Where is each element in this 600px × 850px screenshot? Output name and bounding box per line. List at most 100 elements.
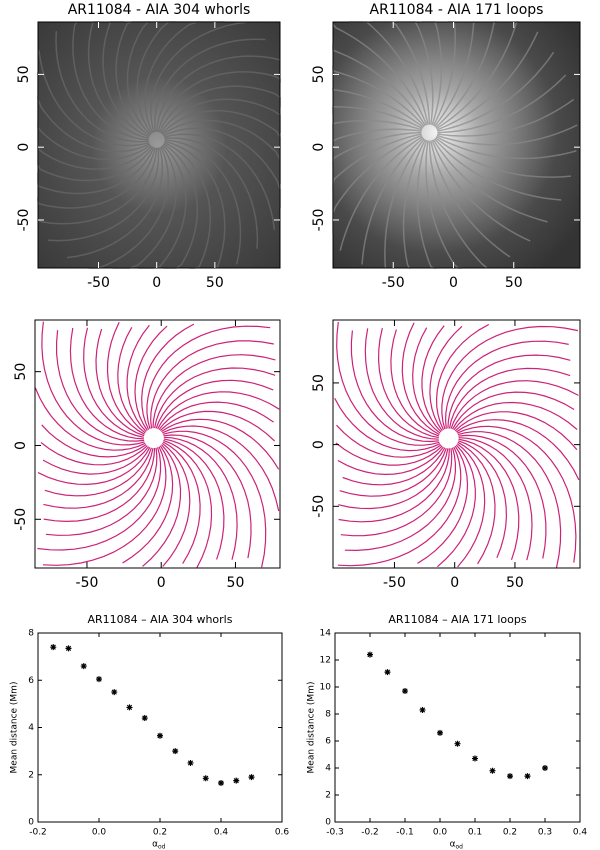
image-texture-line bbox=[163, 141, 212, 269]
y-tick-label: 12 bbox=[320, 656, 331, 666]
image-texture-line bbox=[154, 38, 266, 133]
field-line bbox=[377, 327, 439, 439]
data-point bbox=[172, 748, 179, 755]
data-point bbox=[507, 773, 513, 780]
y-tick-label: -50 bbox=[16, 209, 32, 232]
field-line bbox=[43, 447, 154, 509]
x-axis-label: α bbox=[450, 840, 456, 850]
image-texture bbox=[37, 21, 281, 269]
y-tick-label: 8 bbox=[28, 629, 34, 639]
image-texture-line bbox=[428, 140, 488, 269]
field-line bbox=[40, 442, 148, 466]
y-tick-label: -50 bbox=[311, 209, 327, 232]
data-point bbox=[454, 740, 461, 747]
data-point bbox=[542, 765, 548, 771]
image-texture-line bbox=[37, 146, 154, 182]
image-texture-line bbox=[72, 21, 149, 141]
data-point bbox=[524, 773, 531, 780]
image-texture-line bbox=[339, 135, 423, 251]
x-tick-label: 0.6 bbox=[275, 828, 290, 838]
image-texture-line bbox=[102, 21, 150, 138]
field-line bbox=[163, 439, 213, 569]
image-texture-line bbox=[402, 139, 427, 269]
image-texture-line bbox=[155, 55, 281, 132]
y-axis-label: Mean distance (Mm) bbox=[10, 682, 20, 774]
plot-frame bbox=[37, 632, 283, 823]
field-line bbox=[451, 391, 575, 430]
field-line bbox=[134, 325, 168, 431]
field-lines bbox=[334, 321, 580, 568]
field-line bbox=[450, 380, 579, 429]
field-line bbox=[401, 322, 440, 436]
image-texture-line bbox=[435, 135, 577, 160]
plot-frame bbox=[334, 632, 581, 823]
image-texture-line bbox=[437, 51, 555, 132]
data-point bbox=[489, 767, 496, 774]
image-texture-line bbox=[164, 140, 226, 269]
image-texture-line bbox=[164, 133, 276, 230]
data-point bbox=[367, 651, 373, 658]
field-line bbox=[163, 436, 238, 560]
field-line bbox=[154, 367, 276, 429]
image-texture-line bbox=[87, 21, 150, 140]
data-point bbox=[402, 688, 408, 695]
panel-title: AR11084 - AIA 171 loops bbox=[370, 2, 544, 18]
data-point bbox=[218, 780, 224, 787]
y-tick-label: 0 bbox=[311, 143, 327, 152]
y-tick-label: -50 bbox=[13, 508, 29, 531]
x-tick-label: 0 bbox=[152, 275, 161, 291]
image-texture-line bbox=[332, 43, 427, 127]
field-line bbox=[163, 438, 225, 560]
data-point bbox=[111, 689, 118, 696]
x-tick-label: -0.3 bbox=[326, 828, 344, 838]
image-texture-line bbox=[37, 147, 155, 195]
image-texture-line bbox=[158, 85, 281, 133]
y-tick-label: 0 bbox=[16, 143, 32, 152]
image-texture-line bbox=[66, 147, 164, 259]
field-line bbox=[458, 438, 520, 560]
field-line bbox=[69, 327, 144, 440]
image-texture-line bbox=[38, 50, 150, 147]
x-axis-label-sub: od bbox=[158, 844, 166, 850]
y-tick-label: 50 bbox=[16, 65, 32, 83]
field-line bbox=[41, 424, 147, 458]
field-line bbox=[454, 411, 578, 451]
field-line bbox=[441, 325, 579, 430]
image-texture-line bbox=[55, 31, 149, 143]
x-tick-label: 0.0 bbox=[92, 828, 107, 838]
plot-frame bbox=[332, 319, 581, 569]
panel-title: AR11084 - AIA 304 whorls bbox=[68, 2, 251, 18]
field-line bbox=[106, 322, 145, 435]
field-line bbox=[41, 321, 145, 446]
field-line bbox=[456, 425, 577, 563]
field-line bbox=[83, 327, 144, 438]
x-tick-label: 0.4 bbox=[573, 828, 588, 838]
x-tick-label: 0 bbox=[450, 575, 459, 591]
field-line bbox=[444, 340, 569, 429]
data-point bbox=[96, 676, 102, 683]
y-tick-label: 14 bbox=[320, 629, 332, 639]
y-tick-label: 0 bbox=[13, 441, 29, 450]
field-line bbox=[45, 447, 158, 536]
image-texture-line bbox=[431, 139, 531, 242]
field-line bbox=[163, 434, 252, 559]
image-texture-line bbox=[157, 71, 281, 133]
field-line bbox=[457, 431, 562, 568]
field-line bbox=[43, 448, 156, 523]
panel-title: AR11084 – AIA 171 loops bbox=[388, 613, 526, 626]
field-line bbox=[335, 442, 443, 466]
y-tick-label: 50 bbox=[13, 363, 29, 381]
field-line bbox=[150, 340, 274, 429]
image-texture-line bbox=[112, 145, 177, 269]
field-line bbox=[42, 446, 167, 566]
image-texture-line bbox=[435, 137, 571, 178]
field-line bbox=[37, 447, 162, 551]
x-tick-label: -50 bbox=[382, 275, 405, 291]
field-line bbox=[141, 323, 195, 430]
field-line bbox=[126, 324, 150, 432]
image-texture-line bbox=[162, 119, 281, 184]
data-point bbox=[472, 755, 478, 762]
plot-frame bbox=[332, 21, 581, 269]
image-texture-line bbox=[430, 140, 511, 258]
field-line bbox=[44, 447, 152, 497]
